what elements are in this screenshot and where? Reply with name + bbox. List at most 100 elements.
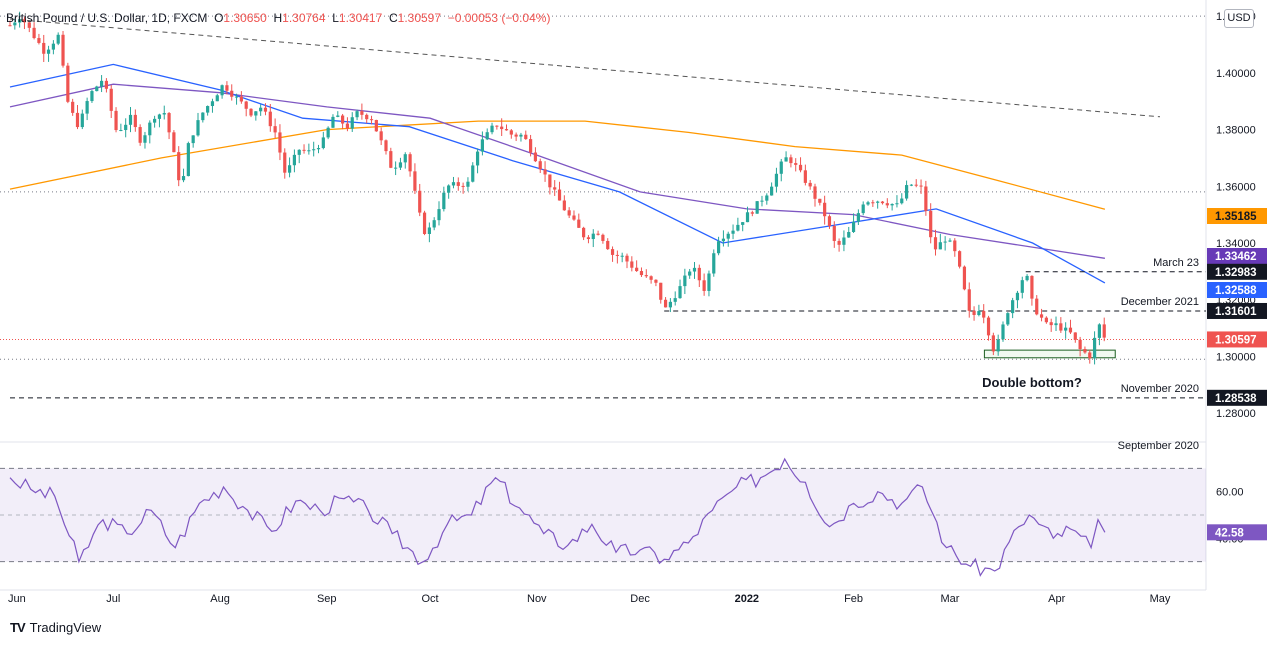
candle-body	[1068, 327, 1073, 333]
candle	[104, 78, 109, 93]
candle-body	[630, 261, 634, 268]
candle	[586, 235, 591, 244]
candle	[683, 268, 687, 295]
candle-body	[422, 212, 427, 234]
candle	[153, 115, 157, 128]
candle	[1006, 312, 1010, 326]
candle	[442, 186, 446, 212]
candle	[1020, 276, 1024, 299]
time-tick-label: Dec	[630, 593, 650, 605]
candle	[466, 177, 470, 192]
candle	[128, 107, 133, 133]
currency-button[interactable]: USD	[1224, 9, 1254, 28]
candle-body	[500, 126, 504, 130]
candle-body	[716, 241, 721, 254]
candle	[967, 282, 971, 318]
candle-body	[1088, 352, 1092, 359]
candle-body	[119, 130, 123, 132]
candle-body	[557, 189, 562, 201]
tradingview-brand[interactable]: TV TradingView	[10, 620, 101, 635]
candle-body	[519, 134, 523, 137]
candle-body	[321, 137, 325, 149]
candle	[929, 203, 933, 244]
candle-body	[461, 185, 465, 187]
candle-body	[297, 149, 301, 155]
candle-body	[919, 185, 923, 187]
candle	[938, 233, 942, 250]
candle-body	[210, 101, 215, 107]
candle	[673, 291, 677, 306]
candle-body	[191, 135, 195, 144]
candle-body	[196, 120, 200, 136]
candle	[18, 11, 22, 28]
candle-body	[355, 111, 359, 118]
candle	[32, 22, 36, 40]
candle	[543, 161, 547, 182]
candle-body	[177, 152, 181, 181]
candle-body	[13, 22, 17, 26]
candle	[287, 157, 292, 178]
candle	[1083, 346, 1087, 354]
candle-body	[408, 154, 412, 172]
candle	[326, 126, 330, 140]
candle	[770, 182, 774, 196]
candle-body	[543, 169, 547, 175]
candle-body	[133, 114, 137, 128]
candle-body	[943, 241, 947, 243]
candle-body	[18, 19, 22, 23]
candle-body	[99, 80, 104, 87]
candle	[871, 199, 875, 207]
candle	[533, 147, 538, 163]
candle-body	[635, 267, 639, 272]
candle-body	[1030, 275, 1034, 299]
candle	[8, 20, 12, 27]
candle	[615, 250, 619, 264]
candle	[953, 238, 957, 257]
candle-body	[895, 203, 899, 205]
high-value: 1.30764	[282, 11, 326, 25]
candle	[1011, 297, 1015, 319]
candle	[562, 195, 566, 211]
candle-body	[394, 167, 398, 169]
candle-body	[832, 225, 836, 241]
candle-body	[42, 42, 46, 54]
candle	[721, 230, 726, 247]
candle-body	[673, 298, 677, 302]
close-price-badge: 1.30597	[1207, 331, 1267, 348]
candle-body	[109, 88, 113, 111]
candle	[1039, 308, 1044, 322]
candle-body	[509, 130, 513, 135]
candle	[225, 81, 229, 95]
candle-body	[1035, 298, 1039, 315]
candle	[1088, 349, 1092, 364]
candle-body	[861, 204, 865, 214]
candle	[27, 21, 31, 33]
candle-body	[466, 181, 470, 187]
symbol-name: British Pound / U.S. Dollar, 1D, FXCM	[6, 11, 208, 25]
candle	[422, 210, 427, 236]
candle-body	[726, 233, 730, 239]
candle-body	[389, 151, 393, 168]
candle	[972, 306, 976, 321]
candle	[620, 252, 624, 263]
candle-body	[639, 271, 644, 276]
candle-body	[312, 149, 316, 151]
candle	[977, 304, 981, 317]
candle-body	[504, 129, 509, 131]
candle	[220, 84, 224, 99]
candle-body	[456, 182, 460, 186]
candle	[991, 332, 995, 356]
candle	[712, 249, 716, 277]
candle	[610, 246, 615, 262]
candle-body	[972, 310, 976, 315]
candle	[37, 33, 41, 45]
candle	[504, 124, 509, 131]
candle-body	[755, 201, 759, 214]
candle	[577, 213, 581, 228]
candle	[345, 117, 350, 132]
level-name-label: March 23	[1153, 257, 1199, 269]
candle-body	[326, 127, 330, 138]
candle	[143, 131, 147, 149]
candle-body	[230, 90, 234, 97]
